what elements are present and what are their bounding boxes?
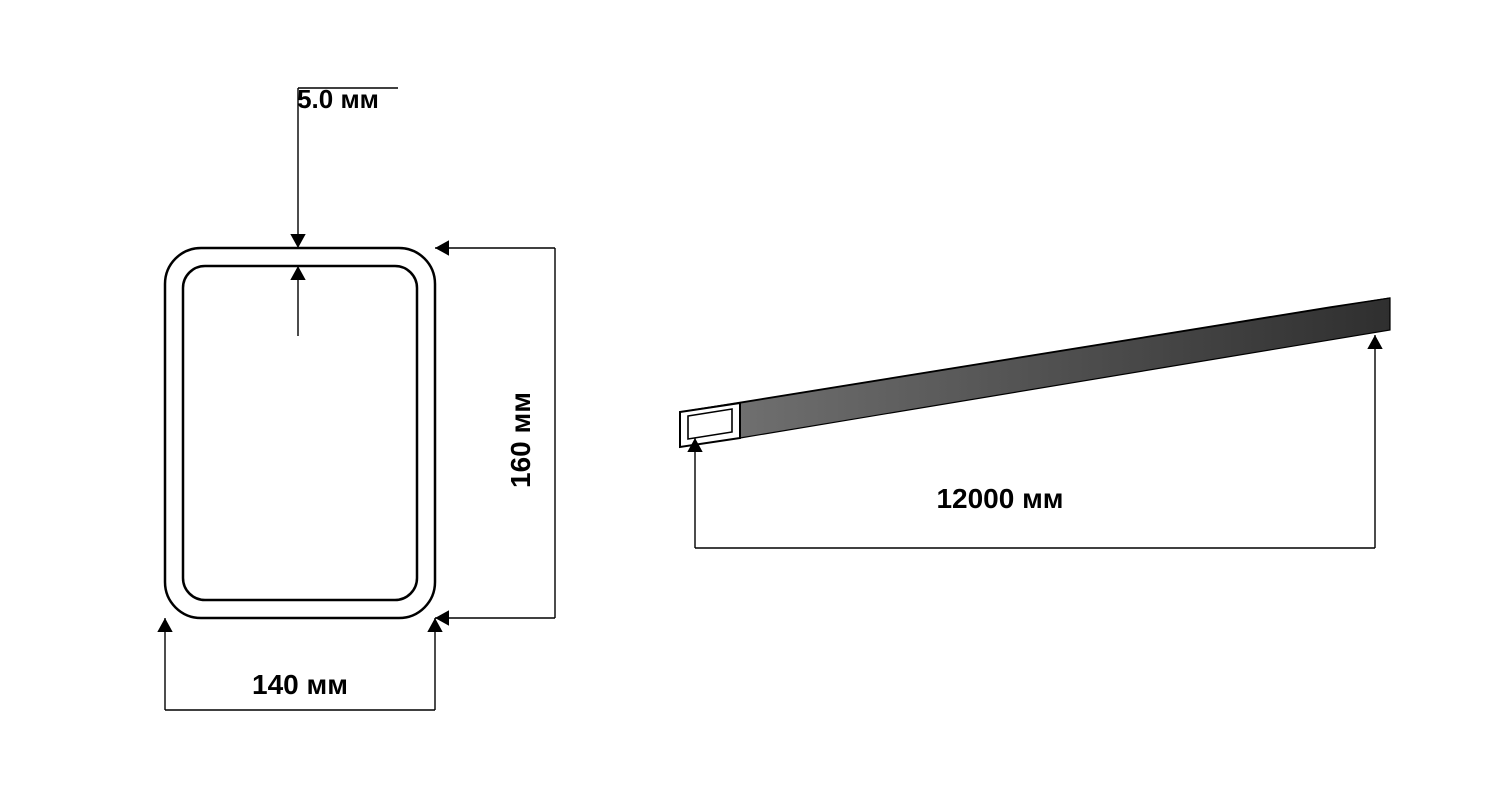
technical-drawing: 5.0 мм 160 мм 140 мм 12000 мм — [0, 0, 1500, 798]
length-label: 12000 мм — [936, 483, 1063, 514]
tube-isometric — [680, 298, 1390, 447]
dim-width: 140 мм — [157, 618, 442, 710]
width-label: 140 мм — [252, 669, 348, 700]
thickness-label: 5.0 мм — [297, 84, 379, 114]
dim-height: 160 мм — [435, 240, 555, 625]
cross-section — [165, 248, 435, 618]
height-label: 160 мм — [505, 392, 536, 488]
